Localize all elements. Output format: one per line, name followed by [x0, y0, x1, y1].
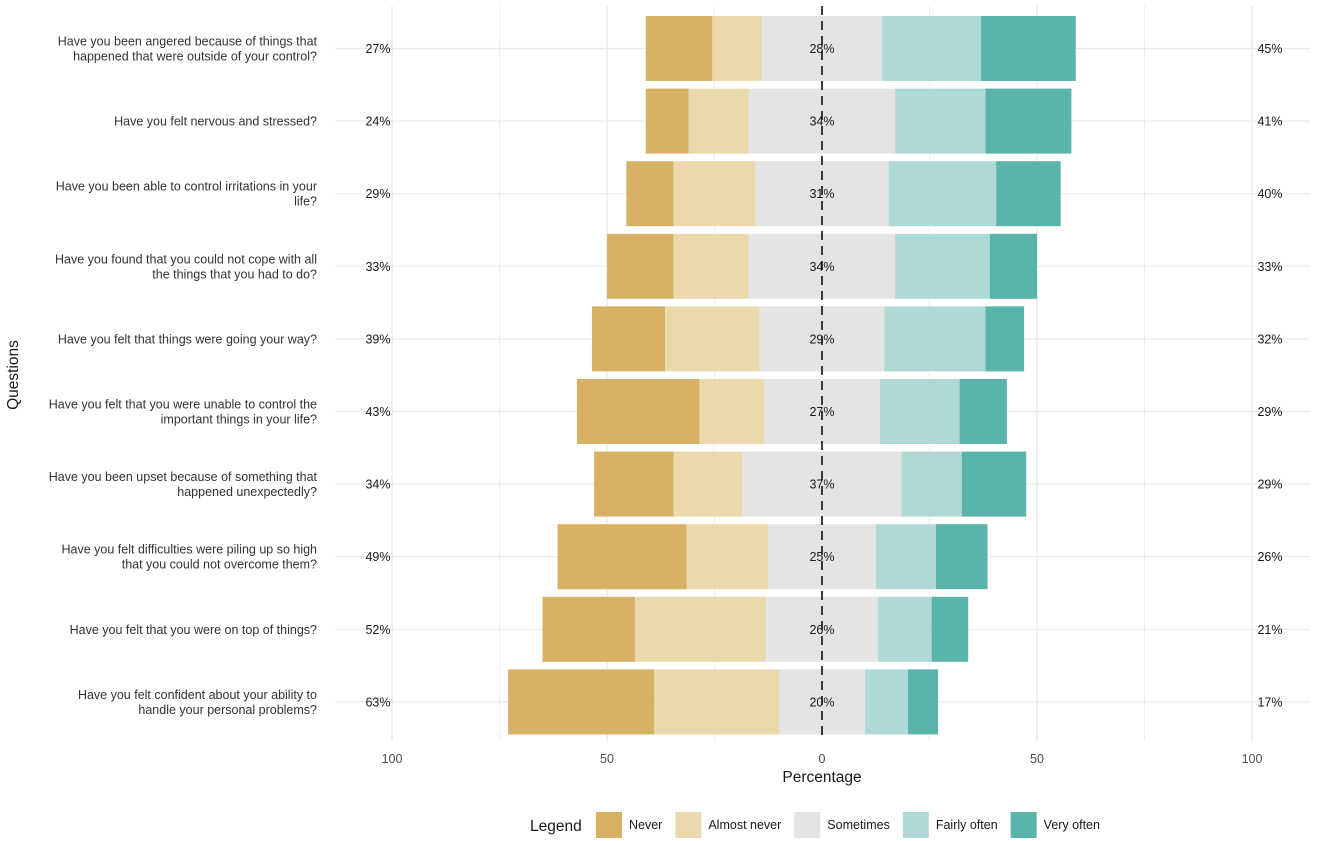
right-percent-label: 29%: [1257, 405, 1282, 419]
x-tick-label: 100: [382, 752, 403, 766]
legend-label: Never: [629, 818, 662, 832]
left-percent-label: 43%: [365, 405, 390, 419]
left-percent-label: 34%: [365, 478, 390, 492]
legend-label: Very often: [1044, 818, 1100, 832]
right-percent-label: 29%: [1257, 478, 1282, 492]
bar-very-often-q2: [985, 88, 1072, 154]
left-percent-label: 33%: [365, 260, 390, 274]
bar-very-often-q9: [931, 596, 969, 662]
bar-almost-never-q3: [673, 161, 756, 227]
bar-fairly-often-q1: [882, 16, 982, 81]
bar-fairly-often-q3: [888, 161, 997, 227]
legend-title: Legend: [530, 818, 582, 835]
bar-very-often-q10: [908, 669, 939, 735]
question-label: Have you felt that things were going you…: [58, 332, 317, 346]
bar-almost-never-q9: [634, 596, 767, 662]
bar-almost-never-q6: [699, 379, 764, 444]
x-tick-label: 0: [819, 752, 826, 766]
left-percent-label: 63%: [365, 695, 390, 709]
legend-items: Never Almost never Sometimes Fairly often Ve…: [596, 812, 1100, 838]
question-label: Have you felt confident about your abili…: [78, 688, 317, 717]
question-label: Have you been upset because of something…: [49, 470, 318, 499]
center-percent-label: 34%: [809, 115, 834, 129]
bar-almost-never-q8: [686, 524, 769, 590]
bar-very-often-q6: [959, 379, 1007, 444]
left-percent-label: 52%: [365, 623, 390, 637]
left-percent-label: 29%: [365, 187, 390, 201]
left-percent-label: 24%: [365, 115, 390, 129]
bar-very-often-q3: [996, 161, 1061, 227]
right-percent-label: 21%: [1257, 623, 1282, 637]
right-percent-label: 33%: [1257, 260, 1282, 274]
legend: Legend Never Almost never Sometimes Fairly …: [530, 812, 1100, 838]
legend-label: Sometimes: [827, 818, 890, 832]
center-percent-label: 25%: [809, 550, 834, 564]
legend-label: Fairly often: [936, 818, 998, 832]
question-label: Have you felt that you were on top of th…: [70, 623, 317, 637]
right-percent-label: 45%: [1257, 42, 1282, 56]
legend-swatch-very-often: [1010, 812, 1037, 838]
bar-almost-never-q5: [665, 306, 760, 372]
legend-label: Almost never: [708, 818, 781, 832]
bar-fairly-often-q9: [877, 596, 932, 662]
bar-almost-never-q7: [673, 451, 743, 517]
bar-very-often-q7: [961, 451, 1027, 517]
right-percent-label: 32%: [1257, 332, 1282, 346]
bar-never-q1: [645, 16, 713, 81]
right-percent-label: 17%: [1257, 695, 1282, 709]
bar-very-often-q4: [989, 233, 1037, 299]
bar-fairly-often-q7: [901, 451, 962, 517]
bar-never-q10: [508, 669, 655, 735]
right-percent-label: 26%: [1257, 550, 1282, 564]
right-percent-label: 40%: [1257, 187, 1282, 201]
bar-fairly-often-q10: [865, 669, 908, 735]
bar-fairly-often-q4: [895, 233, 990, 299]
legend-swatch-fairly-often: [902, 812, 929, 838]
legend-swatch-almost-never: [675, 812, 702, 838]
legend-swatch-never: [596, 812, 622, 838]
bar-never-q8: [557, 524, 687, 590]
center-percent-label: 37%: [809, 478, 834, 492]
left-percent-label: 49%: [365, 550, 390, 564]
bar-very-often-q5: [985, 306, 1025, 372]
right-percent-label: 41%: [1257, 115, 1282, 129]
question-label: Have you felt that you were unable to co…: [49, 398, 317, 427]
bar-very-often-q1: [981, 16, 1076, 81]
center-percent-label: 28%: [809, 42, 834, 56]
bar-very-often-q8: [935, 524, 988, 590]
bar-never-q6: [576, 379, 700, 444]
bar-never-q3: [626, 161, 674, 227]
bar-never-q9: [542, 596, 635, 662]
bar-never-q5: [591, 306, 666, 372]
x-tick-label: 50: [1030, 752, 1044, 766]
question-label: Have you been able to control irritation…: [56, 180, 317, 209]
bar-never-q4: [607, 233, 674, 299]
x-tick-label: 50: [600, 752, 614, 766]
labels-layer: Have you been angered because of things …: [49, 6, 1283, 766]
bar-almost-never-q10: [654, 669, 779, 735]
question-label: Have you felt nervous and stressed?: [114, 115, 317, 129]
bar-almost-never-q4: [673, 233, 749, 299]
question-label: Have you felt difficulties were piling u…: [62, 543, 318, 572]
bar-almost-never-q1: [712, 16, 762, 81]
bars-layer: [508, 16, 1076, 735]
y-axis-title: Questions: [5, 340, 22, 410]
question-label: Have you found that you could not cope w…: [55, 252, 317, 281]
bar-never-q2: [645, 88, 689, 154]
left-percent-label: 27%: [365, 42, 390, 56]
left-percent-label: 39%: [365, 332, 390, 346]
legend-swatch-sometimes: [794, 812, 821, 838]
bar-fairly-often-q8: [875, 524, 936, 590]
bar-fairly-often-q6: [880, 379, 960, 444]
bar-fairly-often-q5: [884, 306, 986, 372]
question-label: Have you been angered because of things …: [58, 35, 318, 64]
bar-never-q7: [594, 451, 674, 517]
bar-almost-never-q2: [688, 88, 749, 154]
x-axis-title: Percentage: [782, 769, 861, 786]
bar-fairly-often-q2: [895, 88, 986, 154]
x-tick-label: 100: [1242, 752, 1263, 766]
